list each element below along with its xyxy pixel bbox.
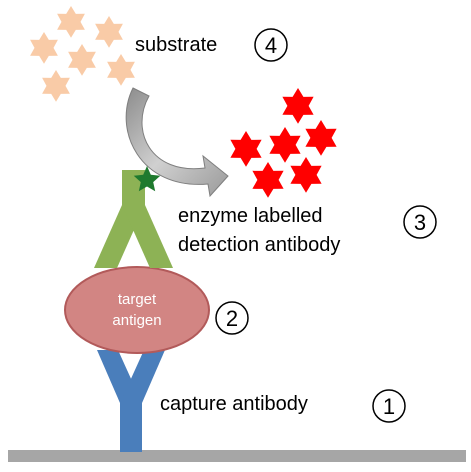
detection-antibody-label-line1: enzyme labelled xyxy=(178,205,323,227)
target-antigen xyxy=(64,266,210,354)
product-stars xyxy=(230,88,337,198)
substrate-star-icon xyxy=(42,70,70,102)
step-number: 4 xyxy=(265,33,277,58)
surface-baseline xyxy=(8,450,466,462)
substrate-label: substrate xyxy=(135,34,217,56)
product-star-icon xyxy=(252,162,284,198)
enzyme-star-icon xyxy=(133,166,161,192)
step-badge-1: 1 xyxy=(372,389,406,423)
substrate-star-icon xyxy=(107,54,135,86)
product-star-icon xyxy=(290,157,322,193)
detection-antibody-label-line2: detection antibody xyxy=(178,234,340,256)
step-number: 1 xyxy=(383,394,395,419)
capture-antibody xyxy=(97,350,165,452)
detection-antibody xyxy=(94,170,173,268)
capture-antibody-label: capture antibody xyxy=(160,393,308,415)
product-star-icon xyxy=(305,120,337,156)
step-number: 3 xyxy=(414,210,426,235)
product-star-icon xyxy=(282,88,314,124)
antigen-label-line2: antigen xyxy=(112,312,161,329)
step-badge-2: 2 xyxy=(215,301,249,335)
substrate-star-icon xyxy=(30,32,58,64)
substrate-star-icon xyxy=(57,6,85,38)
antigen-label-line1: target xyxy=(118,291,157,308)
reaction-arrow xyxy=(125,87,229,198)
step-badge-3: 3 xyxy=(403,205,437,239)
step-number: 2 xyxy=(226,306,238,331)
step-badge-4: 4 xyxy=(254,28,288,62)
substrate-stars xyxy=(30,6,135,102)
substrate-star-icon xyxy=(68,44,96,76)
substrate-star-icon xyxy=(95,16,123,48)
product-star-icon xyxy=(269,127,301,163)
product-star-icon xyxy=(230,131,262,167)
